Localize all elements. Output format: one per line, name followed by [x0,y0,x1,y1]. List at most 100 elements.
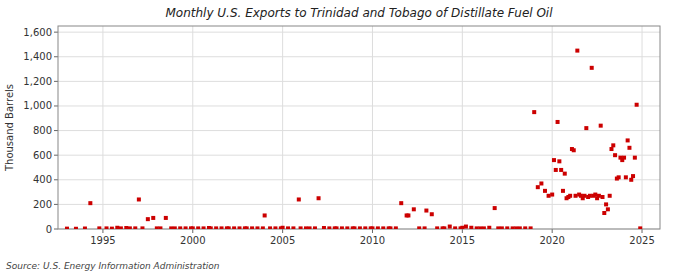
point [493,206,497,210]
point [583,194,587,198]
point [453,226,457,229]
point [622,156,626,160]
point [227,226,231,229]
point [381,226,385,229]
grid-line [462,26,463,229]
point [469,226,473,229]
title: Monthly U.S. Exports to Trinidad and Tob… [165,6,553,20]
tick-mark [54,155,58,156]
point [173,226,177,229]
point [250,226,254,229]
point [164,216,168,220]
point [574,194,578,198]
point [633,156,637,160]
point [273,226,277,229]
point [119,226,123,229]
point [178,226,182,229]
y-tick-label: 1,200 [23,76,52,87]
point [588,194,592,198]
point [304,226,308,229]
point [514,226,518,229]
point [308,226,312,229]
point [151,216,155,220]
point [609,147,613,151]
point [487,226,491,229]
point [322,226,326,229]
point [196,226,200,229]
point [97,226,101,229]
y-tick-label: 800 [33,125,52,136]
point [532,110,536,114]
grid-line [58,204,660,205]
point [202,226,206,229]
point [155,226,159,229]
point [417,226,421,229]
tick-mark [54,130,58,131]
grid-line [58,155,660,156]
point [593,193,597,197]
tick-mark [372,229,373,233]
point [291,226,295,229]
y-tick-label: 1,400 [23,51,52,62]
point [536,185,540,189]
grid-line [642,26,643,229]
plot-frame [58,26,660,229]
grid [58,26,660,229]
y-tick-label: 1,000 [23,100,52,111]
grid-line [282,26,283,229]
point [340,226,344,229]
point [448,225,452,229]
point [128,226,132,229]
annotation: Source: U.S. Energy Information Administ… [6,261,220,271]
point [74,227,78,229]
tick-mark [552,229,553,233]
x-tick-label: 2000 [180,235,205,246]
point [602,211,606,215]
grid-line [58,179,660,180]
point [146,217,150,221]
point [209,226,213,229]
point [624,175,628,179]
point [115,226,119,229]
point [543,189,547,193]
point [547,194,551,198]
point [83,227,87,229]
point [88,201,92,205]
tick-mark [54,229,58,230]
x-tick-label: 2015 [450,235,475,246]
tick-mark [54,179,58,180]
y-tick-label: 400 [33,174,52,185]
y-axis-label: Thousand Barrels [4,84,15,172]
tick-mark [462,229,463,233]
point [327,226,331,229]
point [424,209,428,213]
point [370,226,374,229]
point [191,226,195,229]
point [539,181,543,185]
point [261,226,265,229]
point [557,159,561,163]
tick-mark [282,229,283,233]
point [423,226,427,229]
tick-mark [192,229,193,233]
point [394,226,398,229]
point [214,226,218,229]
point [482,226,486,229]
tick-mark [54,81,58,82]
point [399,201,403,205]
grid-line [58,130,660,131]
point [561,189,565,193]
point [388,226,392,229]
point [376,226,380,229]
point [568,194,572,198]
tick-mark [54,204,58,205]
x-tick-label: 1995 [90,235,115,246]
point [460,226,464,229]
x-tick-label: 2010 [360,235,385,246]
y-tick-label: 600 [33,150,52,161]
point [617,175,621,179]
point [133,226,137,229]
tick-mark [54,56,58,57]
tick-mark [54,32,58,33]
point [572,148,576,152]
